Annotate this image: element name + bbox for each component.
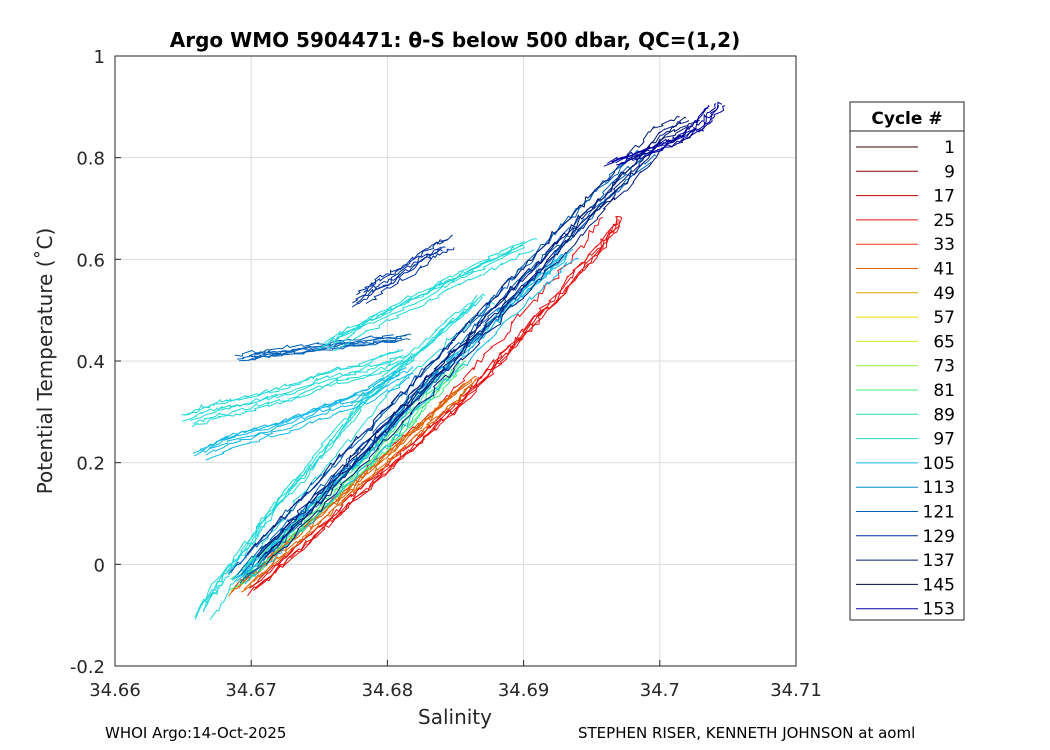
legend-label: 25 (933, 211, 955, 231)
series-line (190, 354, 410, 421)
legend-label: 145 (923, 575, 955, 595)
chart-title: Argo WMO 5904471: θ-S below 500 dbar, QC… (170, 28, 740, 52)
series-line (326, 246, 526, 349)
legend-title: Cycle # (871, 109, 942, 129)
series-group (181, 101, 726, 620)
series-red-group (233, 215, 623, 597)
legend-label: 65 (933, 332, 955, 352)
y-tick-label: 0.4 (76, 352, 105, 373)
x-axis-ticks: 34.66 34.67 34.68 34.69 34.7 34.71 (89, 660, 822, 701)
y-axis-label: Potential Temperature (˚C) (33, 228, 57, 495)
series-cyan-mid-branch (315, 238, 538, 352)
legend-label: 17 (933, 187, 955, 207)
series-line (205, 373, 414, 456)
series-line (181, 348, 400, 416)
series-line (363, 234, 453, 293)
series-line (264, 119, 700, 558)
legend-label: 1 (944, 138, 955, 158)
series-line (249, 215, 622, 589)
series-line (249, 335, 407, 357)
x-tick-label: 34.67 (225, 680, 277, 701)
legend-label: 153 (923, 600, 955, 620)
series-line (205, 376, 410, 461)
series-line (199, 367, 407, 450)
series-navy-group (246, 116, 700, 565)
series-line (356, 238, 448, 296)
series-line (257, 125, 689, 564)
series-line (244, 258, 579, 585)
legend-label: 137 (923, 551, 955, 571)
series-line (237, 338, 397, 360)
legend-label: 57 (933, 308, 955, 328)
series-line (209, 301, 495, 620)
series-line (323, 240, 525, 344)
series-light-blue-fresh-branch (192, 366, 414, 461)
legend-label: 41 (933, 260, 955, 280)
series-line (192, 355, 413, 425)
series-blue-upper-branch (234, 333, 412, 362)
legend-label: 97 (933, 430, 955, 450)
series-line (603, 107, 709, 167)
legend: Cycle # 1 9 17 25 33 41 49 57 65 73 81 89 97 105 113 12… (849, 101, 965, 621)
x-axis-label: Salinity (418, 705, 492, 729)
x-tick-label: 34.66 (89, 680, 141, 701)
series-line (197, 294, 478, 611)
x-tick-label: 34.68 (362, 680, 414, 701)
series-line (193, 374, 400, 457)
legend-label: 49 (933, 284, 955, 304)
series-cyan-fresh-branch (181, 348, 414, 428)
series-line (249, 216, 618, 589)
legend-box (849, 101, 965, 621)
legend-label: 9 (944, 162, 955, 182)
legend-entries: 1 9 17 25 33 41 49 57 65 73 81 89 97 105 113 121 129 137 1… (856, 138, 955, 620)
y-axis-ticks: -0.2 0 0.2 0.4 0.6 0.8 1 (70, 47, 121, 678)
y-tick-label: -0.2 (70, 657, 105, 678)
series-line (244, 154, 656, 579)
series-line (194, 303, 476, 620)
legend-label: 113 (923, 478, 955, 498)
legend-label: 73 (933, 357, 955, 377)
series-line (607, 104, 710, 164)
y-tick-label: 0 (94, 555, 105, 576)
legend-label: 33 (933, 235, 955, 255)
legend-label: 81 (933, 381, 955, 401)
footer-right: STEPHEN RISER, KENNETH JOHNSON at aoml (578, 724, 916, 742)
y-tick-label: 0.8 (76, 149, 105, 170)
series-line (230, 150, 640, 574)
y-tick-label: 0.2 (76, 454, 105, 475)
series-line (365, 247, 455, 304)
series-line (265, 127, 695, 565)
x-tick-label: 34.69 (498, 680, 550, 701)
legend-label: 121 (923, 503, 955, 523)
series-line (616, 105, 720, 166)
series-blue-mid-branch (351, 234, 455, 308)
legend-label: 105 (923, 454, 955, 474)
legend-label: 129 (923, 527, 955, 547)
series-line (191, 359, 414, 428)
series-line (322, 244, 525, 348)
y-tick-label: 0.6 (76, 250, 105, 271)
x-tick-label: 34.7 (640, 680, 680, 701)
series-line (244, 360, 467, 581)
footer-left: WHOI Argo:14-Oct-2025 (105, 724, 287, 742)
y-tick-label: 1 (94, 47, 105, 68)
series-line (356, 246, 446, 304)
series-line (333, 249, 535, 352)
series-line (256, 119, 689, 558)
series-dark-blue-tail (603, 101, 726, 167)
series-line (246, 116, 680, 555)
series-line (243, 377, 477, 590)
series-line (615, 101, 723, 164)
series-cyan-group (194, 293, 495, 620)
legend-label: 89 (933, 405, 955, 425)
series-line (247, 224, 617, 597)
x-tick-label: 34.71 (770, 680, 822, 701)
series-line (351, 249, 443, 308)
series-line (181, 354, 404, 422)
